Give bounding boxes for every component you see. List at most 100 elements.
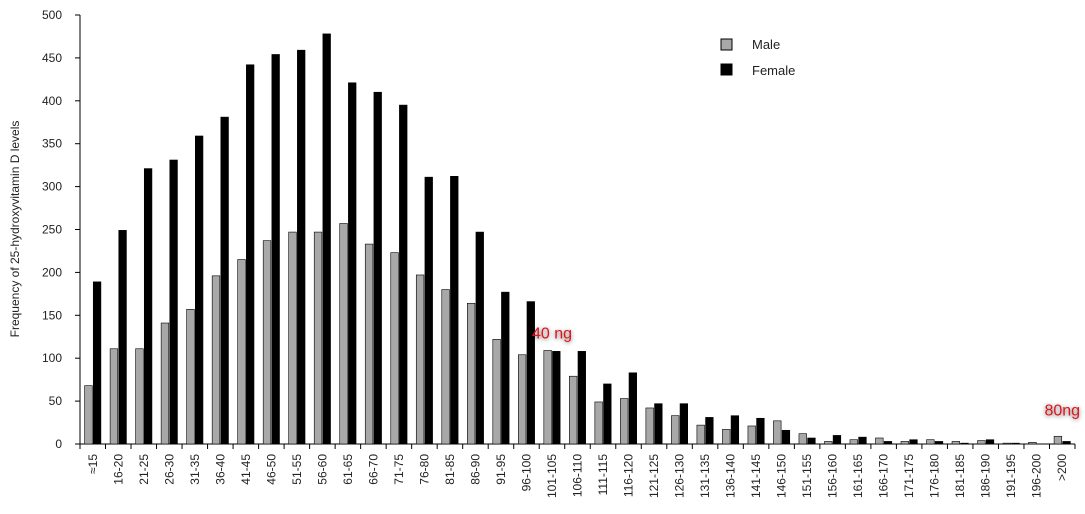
x-tick-label: 121-125: [647, 454, 661, 498]
bar-female: [475, 231, 484, 445]
x-tick-label: 181-185: [953, 454, 967, 498]
x-tick-label: 31-35: [188, 454, 202, 485]
x-tick-label: 101-105: [545, 454, 559, 498]
bar-female: [373, 91, 382, 445]
bar-female: [118, 230, 127, 445]
bar-male: [364, 243, 374, 445]
x-tick-label: 146-150: [775, 454, 789, 498]
bar-female: [756, 417, 765, 445]
bar-female: [552, 351, 561, 445]
legend-swatch-male: [720, 38, 733, 51]
x-tick-label: 46-50: [264, 454, 278, 485]
bar-male: [415, 274, 425, 445]
bar-female: [730, 415, 740, 445]
x-tick-label: 196-200: [1030, 454, 1044, 498]
legend: Male Female: [720, 37, 795, 78]
bar-male: [747, 425, 756, 445]
bar-female: [807, 437, 816, 445]
x-tick-label: 191-195: [1004, 454, 1018, 498]
annotations: 40 ng 80ng: [532, 325, 1080, 419]
bar-male: [849, 439, 858, 445]
bar-female: [858, 436, 867, 445]
bar-male: [773, 420, 782, 445]
bar-female: [220, 116, 229, 445]
bar-male: [186, 308, 195, 445]
x-tick-label: 106-110: [571, 454, 585, 497]
bar-female: [628, 372, 637, 445]
y-tick-label: 400: [42, 94, 62, 108]
y-axis-label: Frequency of 25-hydroxyvitamin D levels: [8, 121, 22, 338]
bar-male: [645, 407, 654, 445]
bar-male: [1053, 435, 1063, 445]
bar-male: [262, 240, 272, 445]
bar-male: [543, 350, 552, 445]
annotation-label: 40 ng: [532, 325, 572, 342]
bar-male: [620, 398, 629, 445]
bar-female: [679, 403, 689, 445]
bar-male: [466, 302, 476, 445]
y-tick-label: 250: [42, 223, 62, 237]
x-tick-label: 86-90: [468, 454, 482, 485]
x-tick-label: 166-170: [877, 454, 891, 498]
y-tick-label: 150: [42, 308, 62, 322]
x-tick-label: 116-120: [622, 454, 636, 497]
bar-male: [313, 231, 323, 445]
bar-female: [577, 351, 586, 445]
y-tick-label: 500: [42, 8, 62, 22]
x-tick-label: >200: [1055, 454, 1069, 481]
x-tick-label: 136-140: [724, 454, 738, 498]
x-tick-label: 76-80: [417, 454, 431, 485]
bar-male: [518, 354, 527, 445]
x-tick-label: 71-75: [392, 454, 406, 485]
y-tick-label: 300: [42, 180, 62, 194]
x-axis: ≈15 16-20 21-25 26-30 31-35 36-40 41-45 46-50 51…: [79, 443, 1076, 498]
bar-female: [399, 104, 408, 445]
bar-male: [492, 339, 501, 445]
bar-male: [288, 231, 297, 445]
bar-female: [909, 439, 918, 445]
x-tick-label: 16-20: [111, 454, 125, 485]
bar-female: [832, 435, 842, 445]
x-tick-label: 26-30: [162, 454, 176, 485]
bar-male: [390, 252, 399, 445]
bar-female: [322, 33, 331, 445]
bars: [84, 33, 1071, 445]
x-tick-label: 171-175: [902, 454, 916, 498]
bar-male: [109, 348, 119, 445]
bar-female: [960, 442, 969, 445]
bar-female: [501, 291, 510, 445]
bar-female: [450, 176, 459, 445]
x-tick-label: 141-145: [749, 454, 763, 498]
bar-female: [195, 135, 204, 445]
bar-male: [696, 424, 705, 445]
x-tick-label: 111-115: [596, 454, 610, 496]
x-tick-label: 51-55: [290, 454, 304, 485]
x-tick-label: 151-155: [800, 454, 814, 498]
legend-label-male: Male: [752, 37, 780, 52]
bar-male: [211, 275, 221, 445]
x-tick-label: 61-65: [341, 454, 355, 485]
x-tick-label: 41-45: [239, 454, 253, 485]
x-tick-label: 96-100: [519, 454, 533, 492]
x-tick-label: 66-70: [366, 454, 380, 485]
x-tick-label: ≈15: [86, 454, 100, 474]
bar-male: [722, 429, 731, 445]
bar-female: [271, 54, 280, 445]
bar-female: [297, 49, 306, 445]
bar-female: [92, 281, 102, 445]
bar-male: [569, 375, 578, 445]
bar-male: [671, 415, 680, 445]
bar-female: [1011, 442, 1020, 445]
bar-female: [985, 439, 995, 445]
x-tick-label: 131-135: [698, 454, 712, 498]
bar-male: [824, 441, 833, 445]
bar-female: [143, 168, 153, 445]
bar-female: [934, 441, 944, 445]
bar-female: [603, 383, 612, 445]
x-tick-label: 161-165: [851, 454, 865, 498]
bar-male: [875, 437, 884, 445]
bar-male: [977, 440, 986, 445]
bar-female: [705, 417, 714, 445]
bar-female: [169, 159, 178, 445]
